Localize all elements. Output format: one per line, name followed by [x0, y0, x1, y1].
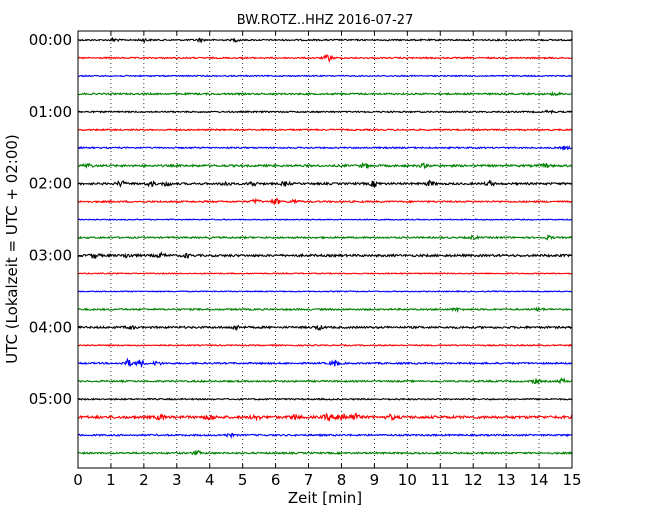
x-axis-ticks: 0 1 2 3 4 5 6 7 8 9 10 11 12 13 14 15 — [73, 31, 582, 489]
x-tick-label: 7 — [304, 471, 314, 489]
y-tick-label: 04:00 — [29, 318, 72, 336]
trace-16 — [77, 324, 573, 332]
x-tick-label: 0 — [73, 471, 83, 489]
x-tick-label: 10 — [398, 471, 417, 489]
trace-6 — [77, 145, 573, 151]
plot-frame — [77, 30, 573, 469]
trace-15 — [78, 306, 573, 314]
x-tick-label: 14 — [530, 471, 549, 489]
trace-20 — [77, 397, 573, 401]
trace-14 — [77, 290, 573, 293]
y-tick-label: 02:00 — [29, 175, 72, 193]
trace-11 — [77, 233, 573, 241]
trace-4 — [77, 109, 573, 115]
trace-5 — [77, 128, 573, 132]
y-tick-label: 03:00 — [29, 247, 72, 265]
trace-0 — [77, 36, 573, 44]
x-axis-label: Zeit [min] — [288, 489, 362, 507]
y-axis-ticks: 00:00 01:00 02:00 03:00 04:00 05:00 — [29, 31, 572, 408]
trace-19 — [77, 377, 573, 386]
trace-12 — [77, 250, 573, 259]
trace-21 — [77, 412, 573, 422]
trace-8 — [77, 179, 573, 189]
x-tick-label: 8 — [337, 471, 347, 489]
x-tick-label: 9 — [370, 471, 380, 489]
trace-3 — [77, 91, 573, 97]
trace-2 — [77, 74, 573, 78]
chart-title: BW.ROTZ..HHZ 2016-07-27 — [237, 13, 413, 28]
trace-7 — [77, 162, 573, 170]
x-tick-label: 4 — [205, 471, 215, 489]
y-tick-label: 05:00 — [29, 390, 72, 408]
trace-13 — [77, 272, 573, 275]
traces — [77, 36, 573, 456]
x-tick-label: 2 — [139, 471, 149, 489]
y-axis-label: UTC (Lokalzeit = UTC + 02:00) — [3, 134, 21, 364]
x-tick-label: 15 — [562, 471, 581, 489]
x-tick-label: 11 — [431, 471, 450, 489]
x-tick-label: 6 — [271, 471, 281, 489]
trace-22 — [77, 432, 573, 440]
trace-9 — [77, 197, 573, 206]
trace-1 — [77, 54, 573, 63]
trace-23 — [77, 450, 573, 456]
x-tick-label: 12 — [464, 471, 483, 489]
x-tick-label: 1 — [106, 471, 116, 489]
vertical-grid — [110, 31, 540, 468]
trace-17 — [77, 343, 573, 347]
trace-10 — [77, 218, 573, 221]
trace-18 — [77, 357, 573, 368]
y-tick-label: 00:00 — [29, 31, 72, 49]
x-tick-label: 3 — [172, 471, 182, 489]
x-tick-label: 5 — [238, 471, 248, 489]
y-tick-label: 01:00 — [29, 103, 72, 121]
x-tick-label: 13 — [497, 471, 516, 489]
